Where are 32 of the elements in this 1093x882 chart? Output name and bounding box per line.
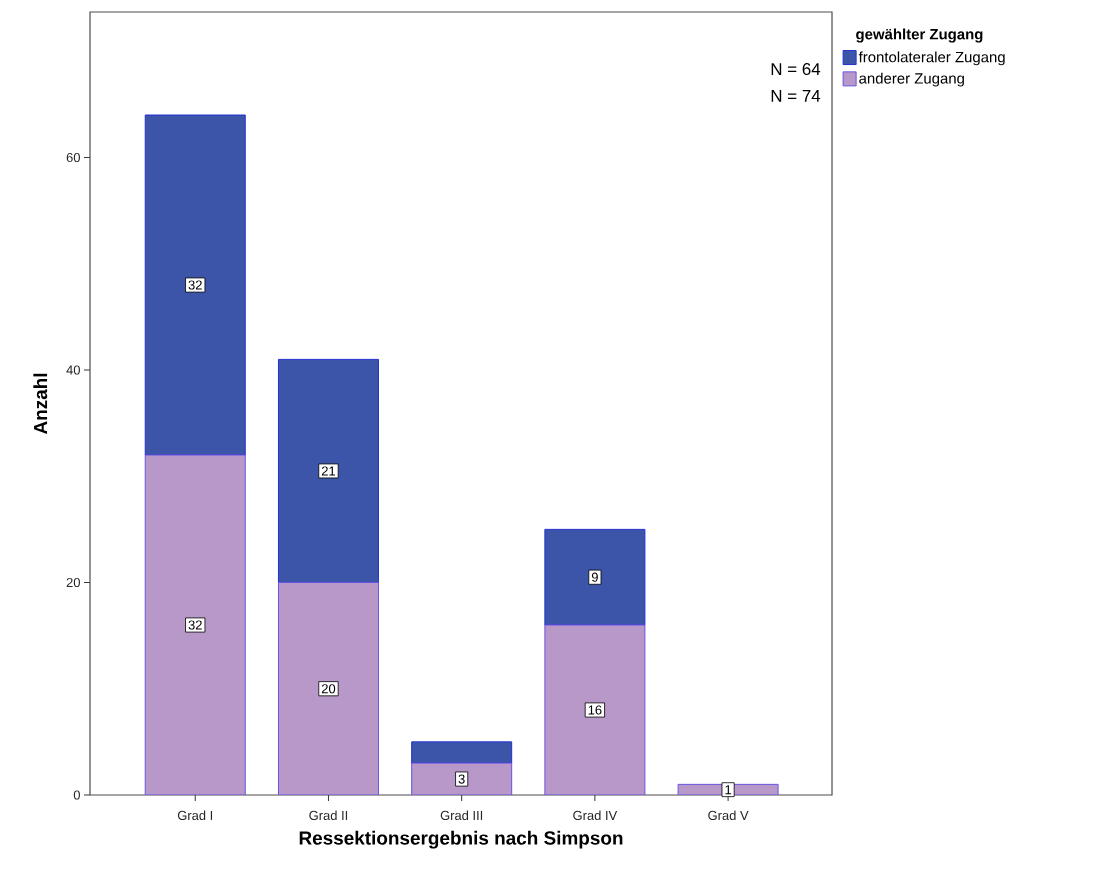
annotation: N = 64	[771, 63, 821, 76]
bar	[411, 741, 513, 764]
x-axis-title: Ressektionsergebnis nach Simpson	[299, 830, 623, 849]
x-tick-label: Grad I	[177, 810, 213, 821]
data-label: 32	[188, 280, 202, 290]
x-tick-label: Grad II	[309, 810, 348, 821]
data-label: 32	[188, 620, 202, 630]
data-label: 9	[591, 572, 598, 582]
data-label: 1	[725, 785, 732, 795]
bar	[144, 454, 246, 795]
x-tick-label: Grad IV	[573, 810, 618, 821]
x-tick-label: Grad V	[708, 810, 749, 821]
bar	[144, 114, 246, 456]
data-label: 21	[321, 466, 336, 476]
y-tick-label: 60	[66, 152, 80, 163]
data-label: 3	[458, 774, 465, 784]
x-tick-label: Grad III	[440, 810, 483, 821]
bar	[277, 358, 379, 583]
y-tick-label: 0	[73, 790, 80, 800]
bar	[411, 763, 512, 795]
annotation: N = 74	[771, 90, 821, 102]
y-axis-title: Anzahl	[33, 373, 48, 435]
data-label: 16	[588, 705, 602, 715]
bar	[277, 582, 379, 795]
y-tick-label: 40	[66, 365, 80, 375]
bar	[544, 624, 646, 795]
legend-label: anderer Zugang	[859, 72, 964, 87]
y-tick-label: 20	[66, 577, 80, 588]
legend-title: gewählter Zugang	[856, 28, 983, 43]
bar	[544, 528, 646, 626]
legend-label: frontolateraler Zugang	[858, 51, 1005, 66]
data-label: 20	[321, 684, 336, 694]
